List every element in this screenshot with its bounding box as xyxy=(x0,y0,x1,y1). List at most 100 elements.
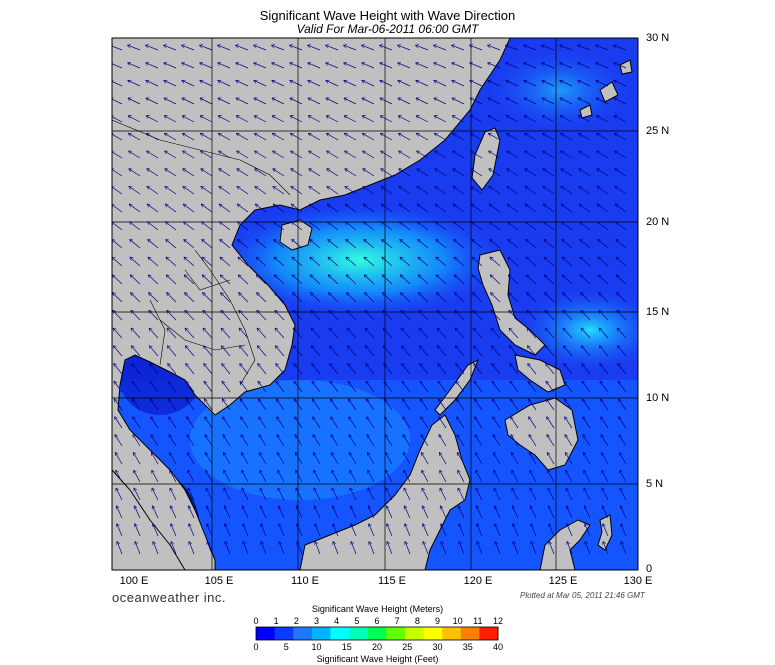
wave-arrow xyxy=(617,293,627,303)
wave-arrow xyxy=(117,524,123,537)
wave-arrow xyxy=(259,417,267,429)
wave-arrow xyxy=(347,293,357,303)
wave-arrow xyxy=(473,293,483,303)
wave-arrow xyxy=(493,435,501,447)
colorbar-swatch xyxy=(311,627,331,640)
wave-arrow xyxy=(345,151,357,159)
wave-arrow xyxy=(290,81,303,87)
wave-arrow xyxy=(203,328,213,339)
wave-arrow xyxy=(401,328,411,339)
borneo-island xyxy=(299,414,471,570)
wave-arrow xyxy=(150,364,159,375)
wave-arrow xyxy=(562,222,573,231)
wave-arrow xyxy=(169,417,177,429)
wave-arrow xyxy=(237,116,249,123)
wave-arrow xyxy=(291,151,303,159)
wave-arrow xyxy=(113,328,123,339)
wave-arrow xyxy=(273,187,285,195)
wave-arrow xyxy=(524,98,537,105)
wave-arrow xyxy=(130,257,141,267)
wave-arrow xyxy=(273,134,285,141)
wave-arrow xyxy=(164,81,177,87)
wave-arrow xyxy=(313,435,321,447)
wave-arrow xyxy=(184,257,195,267)
wave-arrow xyxy=(165,134,177,141)
wave-arrow xyxy=(200,81,213,87)
feet-tick: 25 xyxy=(402,642,413,652)
wave-arrow xyxy=(308,81,321,87)
colorbar-swatch xyxy=(442,627,462,640)
wave-arrow xyxy=(152,453,159,465)
wave-arrow xyxy=(326,98,339,105)
wave-arrow xyxy=(349,435,357,447)
wave-arrow xyxy=(454,257,465,267)
meters-tick: 0 xyxy=(253,616,259,626)
wave-arrow xyxy=(436,257,447,267)
wave-arrow xyxy=(149,328,159,339)
wave-arrow xyxy=(490,204,501,213)
wave-arrow xyxy=(290,45,303,51)
wave-arrow xyxy=(617,311,627,321)
wave-arrow xyxy=(621,542,627,555)
wave-arrow xyxy=(329,293,339,303)
wave-arrow xyxy=(453,187,465,195)
wave-arrow xyxy=(348,382,357,393)
wave-arrow xyxy=(206,488,213,501)
wave-arrow xyxy=(189,524,195,537)
meters-tick: 12 xyxy=(492,616,503,626)
wave-arrow xyxy=(186,364,195,375)
wave-arrow xyxy=(438,364,447,375)
wave-arrow xyxy=(437,311,447,321)
wave-arrow xyxy=(434,98,447,105)
wave-arrow xyxy=(363,151,375,159)
wave-arrow xyxy=(616,257,627,267)
wave-arrow xyxy=(584,488,591,501)
wave-arrow xyxy=(542,98,555,105)
wave-arrow xyxy=(531,542,537,555)
wave-arrow xyxy=(225,542,231,555)
wave-arrow xyxy=(618,346,627,357)
wave-arrow xyxy=(135,542,141,555)
wave-arrow xyxy=(578,45,591,51)
wave-arrow xyxy=(258,346,267,357)
wave-arrow xyxy=(112,222,123,231)
wave-zone-north xyxy=(490,50,630,130)
wave-arrow xyxy=(207,542,213,555)
wave-arrow xyxy=(562,257,573,267)
wave-arrow xyxy=(417,134,429,141)
wave-arrow xyxy=(350,453,357,465)
wave-arrow xyxy=(459,542,465,555)
wave-arrow xyxy=(544,204,555,213)
wave-arrow xyxy=(510,346,519,357)
wave-arrow xyxy=(238,204,249,213)
wave-arrow xyxy=(615,116,627,123)
wave-arrow xyxy=(561,187,573,195)
wave-arrow xyxy=(543,151,555,159)
wave-arrow xyxy=(564,364,573,375)
wave-arrow xyxy=(129,116,141,123)
wave-arrow xyxy=(167,293,177,303)
wave-arrow xyxy=(133,399,141,411)
wave-arrow xyxy=(621,524,627,537)
wave-arrow xyxy=(452,45,465,51)
wave-arrow xyxy=(310,240,321,249)
high-wave-zone-east xyxy=(520,290,638,370)
wave-arrow xyxy=(563,293,573,303)
wave-arrow xyxy=(186,346,195,357)
wave-arrow xyxy=(614,45,627,51)
wave-arrow xyxy=(363,116,375,123)
wave-arrow xyxy=(327,151,339,159)
feet-tick: 40 xyxy=(492,642,503,652)
wave-arrow xyxy=(292,240,303,249)
wave-arrow xyxy=(315,524,321,537)
wave-arrow xyxy=(308,45,321,51)
wave-arrow xyxy=(511,435,519,447)
wave-arrow xyxy=(328,257,339,267)
wave-arrow xyxy=(329,311,339,321)
wave-arrow xyxy=(240,346,249,357)
meters-tick: 8 xyxy=(414,616,420,626)
wave-arrow xyxy=(387,524,393,537)
meters-tick: 7 xyxy=(394,616,400,626)
wave-arrow xyxy=(526,240,537,249)
wave-arrow xyxy=(167,311,177,321)
